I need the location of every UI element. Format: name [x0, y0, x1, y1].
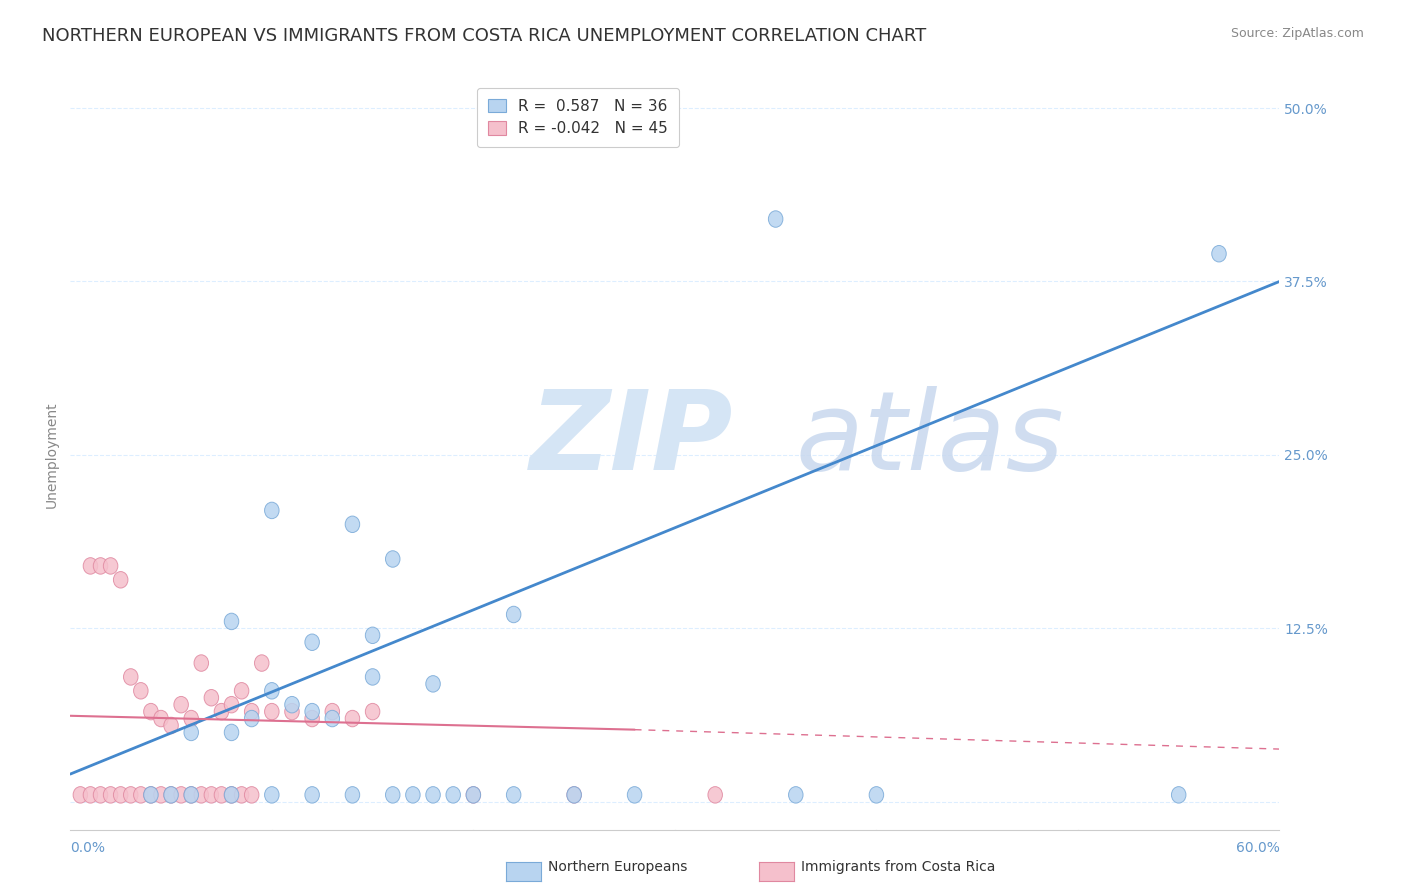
Ellipse shape — [305, 634, 319, 650]
Ellipse shape — [264, 704, 278, 720]
Ellipse shape — [627, 787, 641, 803]
Ellipse shape — [214, 704, 229, 720]
Ellipse shape — [184, 710, 198, 727]
Ellipse shape — [1212, 245, 1226, 262]
Text: ZIP: ZIP — [530, 386, 734, 493]
Ellipse shape — [114, 787, 128, 803]
Ellipse shape — [184, 787, 198, 803]
Text: Northern Europeans: Northern Europeans — [548, 860, 688, 874]
Ellipse shape — [214, 787, 229, 803]
Ellipse shape — [567, 787, 581, 803]
Ellipse shape — [325, 704, 339, 720]
Ellipse shape — [174, 697, 188, 713]
Ellipse shape — [204, 690, 218, 706]
Ellipse shape — [225, 613, 239, 630]
Ellipse shape — [769, 211, 783, 227]
Ellipse shape — [114, 572, 128, 588]
Ellipse shape — [789, 787, 803, 803]
Text: Immigrants from Costa Rica: Immigrants from Costa Rica — [801, 860, 995, 874]
Ellipse shape — [93, 558, 108, 574]
Ellipse shape — [225, 697, 239, 713]
Ellipse shape — [385, 550, 399, 567]
Ellipse shape — [134, 787, 148, 803]
Ellipse shape — [245, 710, 259, 727]
Ellipse shape — [506, 607, 520, 623]
Ellipse shape — [305, 704, 319, 720]
Ellipse shape — [165, 787, 179, 803]
Ellipse shape — [235, 787, 249, 803]
Ellipse shape — [366, 669, 380, 685]
Ellipse shape — [325, 710, 339, 727]
Ellipse shape — [264, 502, 278, 518]
Ellipse shape — [346, 516, 360, 533]
Ellipse shape — [165, 787, 179, 803]
Ellipse shape — [143, 704, 157, 720]
Ellipse shape — [225, 724, 239, 740]
Text: 60.0%: 60.0% — [1236, 840, 1279, 855]
Ellipse shape — [225, 787, 239, 803]
Ellipse shape — [104, 558, 118, 574]
Ellipse shape — [426, 787, 440, 803]
Text: 0.0%: 0.0% — [70, 840, 105, 855]
Ellipse shape — [165, 717, 179, 734]
Ellipse shape — [869, 787, 883, 803]
Ellipse shape — [225, 787, 239, 803]
Ellipse shape — [506, 787, 520, 803]
Ellipse shape — [73, 787, 87, 803]
Ellipse shape — [446, 787, 460, 803]
Ellipse shape — [143, 787, 157, 803]
Ellipse shape — [104, 787, 118, 803]
Legend: R =  0.587   N = 36, R = -0.042   N = 45: R = 0.587 N = 36, R = -0.042 N = 45 — [477, 88, 679, 147]
Y-axis label: Unemployment: Unemployment — [45, 401, 59, 508]
Ellipse shape — [124, 669, 138, 685]
Ellipse shape — [174, 787, 188, 803]
Ellipse shape — [83, 558, 97, 574]
Ellipse shape — [406, 787, 420, 803]
Text: Source: ZipAtlas.com: Source: ZipAtlas.com — [1230, 27, 1364, 40]
Ellipse shape — [467, 787, 481, 803]
Ellipse shape — [264, 787, 278, 803]
Ellipse shape — [346, 787, 360, 803]
Ellipse shape — [83, 787, 97, 803]
Ellipse shape — [709, 787, 723, 803]
Ellipse shape — [134, 682, 148, 699]
Ellipse shape — [366, 627, 380, 643]
Ellipse shape — [567, 787, 581, 803]
Ellipse shape — [366, 704, 380, 720]
Ellipse shape — [426, 675, 440, 692]
Ellipse shape — [467, 787, 481, 803]
Ellipse shape — [153, 787, 169, 803]
Ellipse shape — [264, 682, 278, 699]
Ellipse shape — [93, 787, 108, 803]
Ellipse shape — [254, 655, 269, 672]
Ellipse shape — [245, 704, 259, 720]
Ellipse shape — [143, 787, 157, 803]
Ellipse shape — [285, 704, 299, 720]
Ellipse shape — [305, 787, 319, 803]
Text: NORTHERN EUROPEAN VS IMMIGRANTS FROM COSTA RICA UNEMPLOYMENT CORRELATION CHART: NORTHERN EUROPEAN VS IMMIGRANTS FROM COS… — [42, 27, 927, 45]
Ellipse shape — [385, 787, 399, 803]
Ellipse shape — [235, 682, 249, 699]
Ellipse shape — [204, 787, 218, 803]
Ellipse shape — [124, 787, 138, 803]
Ellipse shape — [1171, 787, 1185, 803]
Ellipse shape — [305, 710, 319, 727]
Ellipse shape — [285, 697, 299, 713]
Ellipse shape — [346, 710, 360, 727]
Ellipse shape — [184, 787, 198, 803]
Ellipse shape — [194, 787, 208, 803]
Text: atlas: atlas — [796, 386, 1064, 493]
Ellipse shape — [245, 787, 259, 803]
Ellipse shape — [153, 710, 169, 727]
Ellipse shape — [184, 724, 198, 740]
Ellipse shape — [194, 655, 208, 672]
